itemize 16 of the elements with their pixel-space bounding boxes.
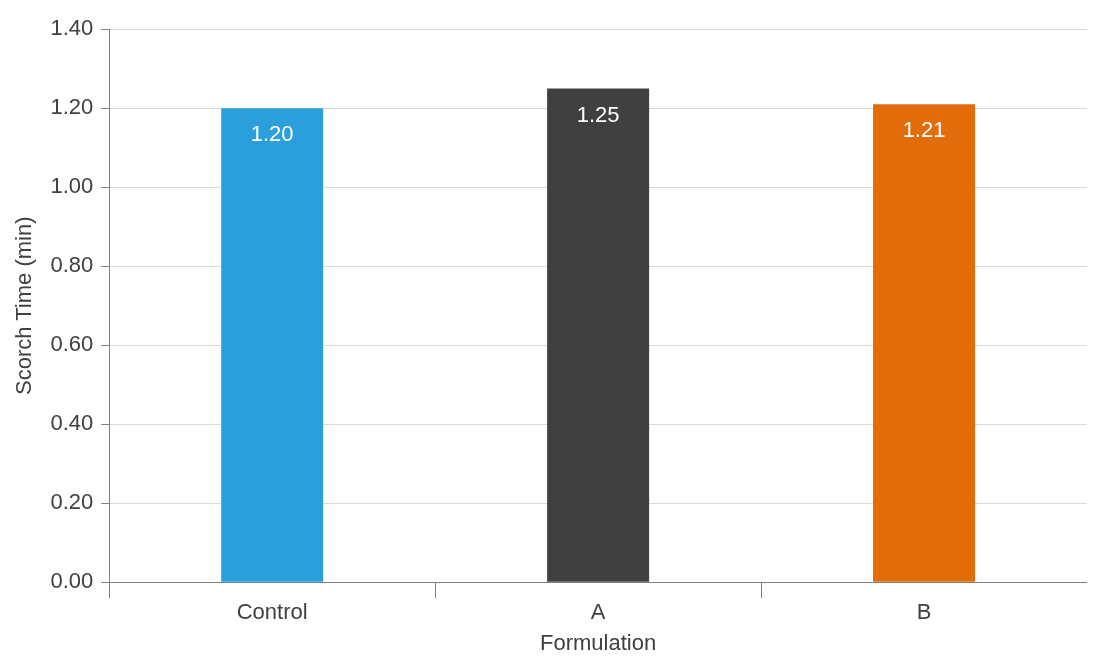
y-tick-label: 0.00 (50, 568, 94, 594)
data-label: 1.25 (576, 101, 620, 127)
y-tick-label: 0.80 (50, 252, 94, 278)
y-tick-label: 1.40 (50, 15, 94, 41)
y-tick-label: 0.60 (50, 331, 94, 357)
y-tick-label: 0.20 (50, 489, 94, 515)
y-axis-title: Scorch Time (min) (11, 216, 37, 395)
y-tick-label: 1.20 (50, 94, 94, 120)
data-label: 1.21 (902, 117, 946, 143)
x-tick-label: B (916, 599, 932, 625)
y-tick-label: 0.40 (50, 410, 94, 436)
x-tick-label: Control (236, 599, 308, 625)
x-axis-title: Formulation (540, 629, 657, 655)
x-tick-label: A (590, 599, 606, 625)
data-label: 1.20 (250, 121, 294, 147)
y-tick-label: 1.00 (50, 173, 94, 199)
